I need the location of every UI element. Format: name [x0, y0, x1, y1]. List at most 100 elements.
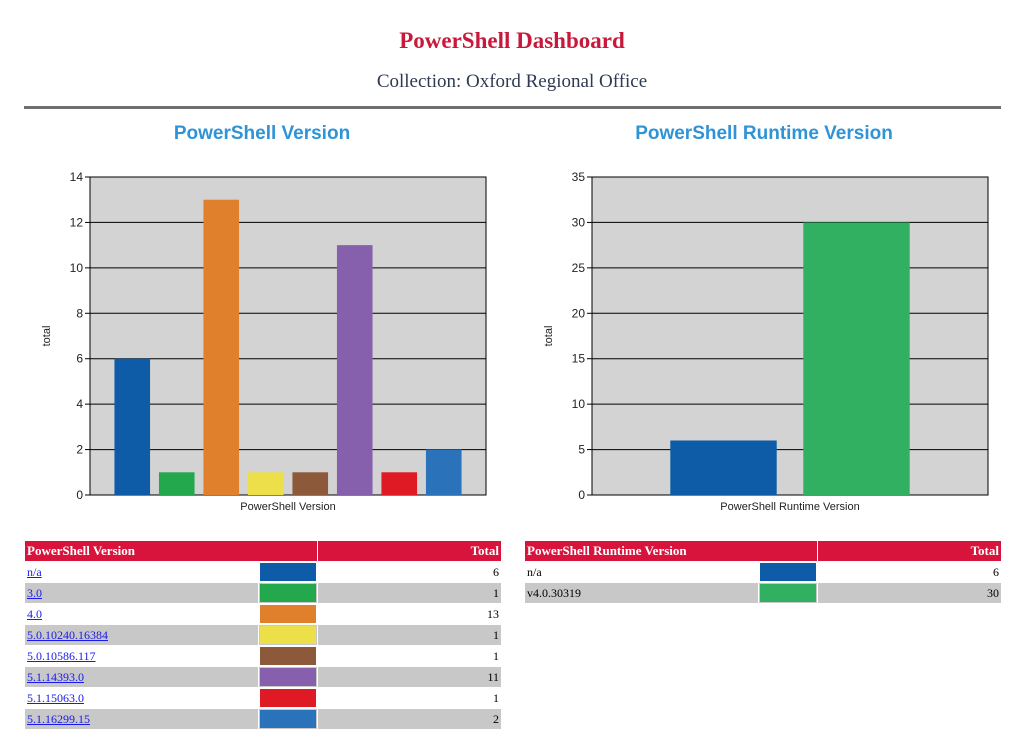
table-row: 3.0 1: [24, 582, 502, 604]
row-total-cell: 1: [317, 582, 502, 604]
y-tick-label: 35: [572, 170, 586, 184]
column-header-version: PowerShell Version: [24, 540, 318, 562]
plot-border: [591, 176, 989, 496]
table-row: n/a 6: [524, 561, 1002, 583]
color-swatch-cell: [258, 624, 318, 646]
row-total-cell: 6: [317, 561, 502, 583]
color-swatch-cell: [258, 582, 318, 604]
table-row: 5.1.16299.15 2: [24, 708, 502, 730]
table-header-row: PowerShell Runtime Version Total: [524, 540, 1002, 562]
chart-title-runtime: PowerShell Runtime Version: [635, 123, 893, 144]
color-swatch-cell: [258, 645, 318, 667]
row-total-cell: 11: [317, 666, 502, 688]
y-tick-label: 10: [70, 261, 84, 275]
y-tick-label: 0: [76, 488, 83, 502]
bar: [803, 222, 910, 495]
bar: [425, 449, 462, 495]
table-header-row: PowerShell Version Total: [24, 540, 502, 562]
table-row: 5.1.15063.0 1: [24, 687, 502, 709]
row-total-cell: 1: [317, 645, 502, 667]
row-label-cell: 5.0.10240.16384: [24, 624, 259, 646]
bar: [670, 440, 777, 495]
table-row: 4.0 13: [24, 603, 502, 625]
y-tick-label: 25: [572, 261, 586, 275]
y-tick-label: 4: [76, 397, 83, 411]
color-swatch: [260, 605, 316, 623]
chart-title-version: PowerShell Version: [173, 123, 351, 144]
page-title: PowerShell Dashboard: [399, 28, 625, 53]
column-header-total: Total: [817, 540, 1002, 562]
color-swatch: [760, 563, 816, 581]
y-tick-label: 14: [70, 170, 84, 184]
color-swatch: [260, 710, 316, 728]
row-total-cell: 6: [817, 561, 1002, 583]
row-total-cell: 13: [317, 603, 502, 625]
version-link[interactable]: n/a: [27, 564, 42, 579]
plot-border: [89, 176, 487, 496]
version-link[interactable]: 5.1.15063.0: [27, 690, 84, 705]
row-total-cell: 1: [317, 687, 502, 709]
version-bar-chart: 0 2 4 6 8 10 12 14 PowerShell Version total: [41, 170, 487, 513]
y-tick-label: 0: [578, 488, 585, 502]
runtime-bar-chart: 0 5 10 15 20 25 30 35 PowerShell Runtime Version…: [543, 170, 989, 513]
row-label-cell: 5.1.16299.15: [24, 708, 259, 730]
color-swatch-cell: [258, 708, 318, 730]
row-total-cell: 30: [817, 582, 1002, 604]
y-tick-label: 2: [76, 443, 83, 457]
color-swatch: [760, 584, 816, 602]
version-link[interactable]: 5.0.10586.117: [27, 648, 96, 663]
color-swatch: [260, 647, 316, 665]
y-tick-label: 5: [578, 443, 585, 457]
bar: [247, 472, 284, 495]
header-divider: [24, 106, 1001, 109]
row-label-cell: 5.0.10586.117: [24, 645, 259, 667]
row-label-cell: n/a: [24, 561, 259, 583]
version-link[interactable]: 5.1.16299.15: [27, 711, 90, 726]
color-swatch-cell: [758, 561, 818, 583]
table-row: n/a 6: [24, 561, 502, 583]
table-row: 5.0.10586.117 1: [24, 645, 502, 667]
color-swatch: [260, 584, 316, 602]
color-swatch: [260, 563, 316, 581]
bar: [158, 472, 195, 495]
color-swatch: [260, 668, 316, 686]
color-swatch-cell: [258, 687, 318, 709]
row-label-cell: n/a: [524, 561, 759, 583]
y-tick-label: 30: [572, 215, 586, 229]
column-header-runtime-version: PowerShell Runtime Version: [524, 540, 818, 562]
row-label-cell: v4.0.30319: [524, 582, 759, 604]
color-swatch-cell: [258, 666, 318, 688]
row-label-cell: 3.0: [24, 582, 259, 604]
y-tick-label: 10: [572, 397, 586, 411]
runtime-table: PowerShell Runtime Version Total n/a 6 v4.…: [524, 540, 1002, 604]
version-link[interactable]: 4.0: [27, 606, 42, 621]
y-axis-label: total: [543, 326, 555, 347]
bar: [203, 199, 240, 495]
y-tick-label: 8: [76, 306, 83, 320]
version-link[interactable]: 5.0.10240.16384: [27, 627, 108, 642]
y-tick-label: 15: [572, 352, 586, 366]
row-label-cell: 5.1.15063.0: [24, 687, 259, 709]
x-axis-label: PowerShell Runtime Version: [720, 501, 859, 513]
bar: [381, 472, 418, 495]
row-label-cell: 5.1.14393.0: [24, 666, 259, 688]
y-tick-label: 12: [70, 215, 84, 229]
version-link[interactable]: 3.0: [27, 585, 42, 600]
color-swatch-cell: [258, 603, 318, 625]
color-swatch: [260, 689, 316, 707]
row-total-cell: 2: [317, 708, 502, 730]
table-row: 5.1.14393.0 11: [24, 666, 502, 688]
color-swatch: [260, 626, 316, 644]
version-table: PowerShell Version Total n/a 6 3.0 1 4.0 13 5.…: [24, 540, 502, 730]
color-swatch-cell: [258, 561, 318, 583]
y-axis-label: total: [41, 326, 53, 347]
column-header-total: Total: [317, 540, 502, 562]
color-swatch-cell: [758, 582, 818, 604]
row-label-cell: 4.0: [24, 603, 259, 625]
row-total-cell: 1: [317, 624, 502, 646]
x-axis-label: PowerShell Version: [240, 501, 335, 513]
bar: [336, 245, 373, 495]
bar: [114, 358, 151, 495]
version-link[interactable]: 5.1.14393.0: [27, 669, 84, 684]
y-tick-label: 20: [572, 306, 586, 320]
